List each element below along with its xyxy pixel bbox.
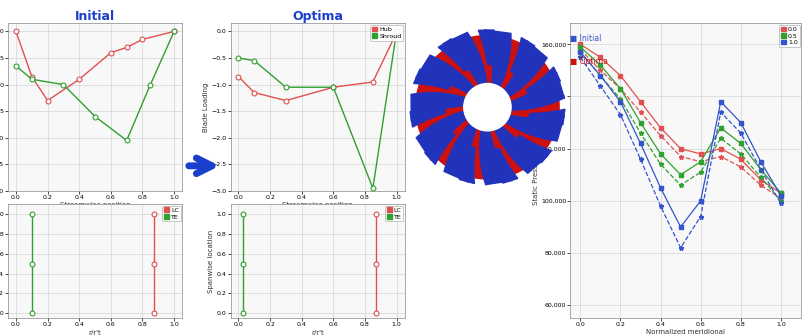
Polygon shape <box>413 69 453 89</box>
Polygon shape <box>506 115 565 141</box>
Polygon shape <box>494 126 548 173</box>
Polygon shape <box>510 38 535 76</box>
Y-axis label: Blade Loading: Blade Loading <box>203 82 210 132</box>
Legend: LC, TE: LC, TE <box>163 206 180 221</box>
X-axis label: Streamwise position: Streamwise position <box>60 202 130 208</box>
Polygon shape <box>510 72 565 110</box>
Legend: Hub, Shroud: Hub, Shroud <box>371 25 403 41</box>
Y-axis label: Static Pressure [Pa]: Static Pressure [Pa] <box>532 137 539 205</box>
Text: ■ Optima: ■ Optima <box>570 57 608 66</box>
X-axis label: Streamwise position: Streamwise position <box>282 202 353 208</box>
Polygon shape <box>460 145 475 184</box>
X-axis label: Normalized meridional: Normalized meridional <box>646 330 725 335</box>
Polygon shape <box>444 123 477 182</box>
Polygon shape <box>504 40 547 97</box>
Text: ■ Initial: ■ Initial <box>570 34 602 43</box>
Polygon shape <box>438 39 472 71</box>
X-axis label: r/r't: r/r't <box>311 330 324 335</box>
Text: Optima: Optima <box>292 10 343 23</box>
Y-axis label: Spanwise location: Spanwise location <box>209 230 214 293</box>
Circle shape <box>464 83 511 131</box>
Polygon shape <box>528 109 565 125</box>
Polygon shape <box>416 55 474 93</box>
Polygon shape <box>480 130 512 185</box>
X-axis label: r/r't: r/r't <box>89 330 101 335</box>
Polygon shape <box>443 32 487 85</box>
Polygon shape <box>416 36 559 179</box>
Legend: LC, TE: LC, TE <box>385 206 403 221</box>
Polygon shape <box>417 111 467 160</box>
Polygon shape <box>527 67 561 97</box>
Polygon shape <box>491 148 518 183</box>
Polygon shape <box>478 30 496 65</box>
Polygon shape <box>411 93 466 121</box>
Polygon shape <box>425 128 455 164</box>
Text: Initial: Initial <box>75 10 115 23</box>
Polygon shape <box>410 105 445 127</box>
Polygon shape <box>485 30 511 87</box>
Polygon shape <box>514 135 552 162</box>
